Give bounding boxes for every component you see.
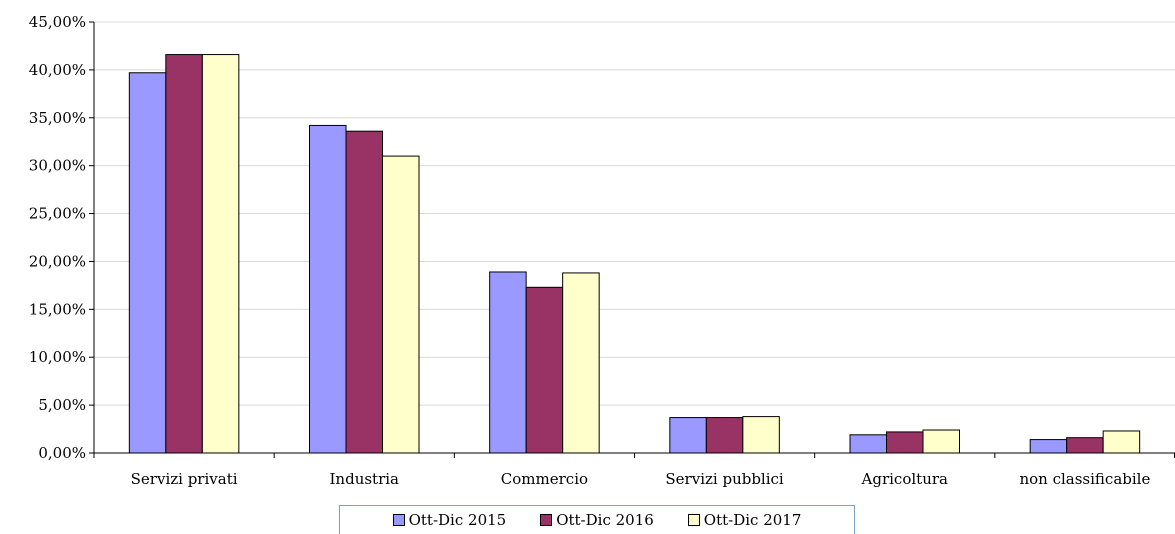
bar bbox=[705, 417, 744, 454]
legend-item: Ott-Dic 2017 bbox=[687, 511, 802, 529]
bar bbox=[489, 271, 527, 454]
bar bbox=[382, 155, 420, 454]
bars bbox=[128, 54, 1141, 454]
x-axis-labels: Servizi privati Industria Commercio Servizi… bbox=[131, 470, 1151, 488]
bar bbox=[1066, 437, 1104, 454]
bar bbox=[345, 130, 383, 454]
bar bbox=[886, 431, 924, 454]
y-tick-label: 30,00% bbox=[29, 157, 86, 175]
bar bbox=[128, 72, 167, 454]
x-category-label: Commercio bbox=[501, 470, 588, 488]
legend-swatch bbox=[540, 514, 553, 526]
y-axis-ticks: 0,00% 5,00% 10,00% 15,00% 20,00% 25,00% 30,00%… bbox=[29, 13, 94, 462]
gridlines bbox=[94, 21, 1175, 406]
x-category-label: Agricoltura bbox=[861, 470, 948, 488]
y-tick-label: 25,00% bbox=[29, 205, 86, 223]
x-category-label: Servizi privati bbox=[131, 470, 238, 488]
bar bbox=[922, 429, 960, 454]
x-category-label: Servizi pubblici bbox=[665, 470, 784, 488]
y-tick-label: 15,00% bbox=[29, 300, 86, 318]
legend: Ott-Dic 2015 Ott-Dic 2016 Ott-Dic 2017 bbox=[339, 505, 855, 534]
y-tick-label: 5,00% bbox=[38, 396, 86, 414]
y-tick-label: 0,00% bbox=[38, 444, 86, 462]
y-tick-label: 45,00% bbox=[29, 13, 86, 31]
bar bbox=[525, 286, 564, 454]
y-tick-label: 40,00% bbox=[29, 61, 86, 79]
y-tick-label: 20,00% bbox=[29, 252, 86, 270]
legend-item: Ott-Dic 2015 bbox=[392, 511, 507, 529]
bar bbox=[849, 434, 887, 454]
bar-chart: 0,00% 5,00% 10,00% 15,00% 20,00% 25,00% 30,00%… bbox=[29, 13, 1175, 488]
bar bbox=[201, 54, 240, 454]
legend-label: Ott-Dic 2017 bbox=[703, 511, 802, 529]
legend-swatch bbox=[392, 514, 405, 526]
bar bbox=[1102, 430, 1141, 454]
x-category-label: Industria bbox=[330, 470, 400, 488]
bar bbox=[1029, 439, 1068, 454]
bar bbox=[742, 416, 780, 454]
x-category-label: non classificabile bbox=[1019, 470, 1150, 488]
y-tick-label: 35,00% bbox=[29, 109, 86, 127]
legend-label: Ott-Dic 2015 bbox=[408, 511, 507, 529]
bar bbox=[165, 54, 203, 454]
legend-item: Ott-Dic 2016 bbox=[540, 511, 654, 529]
bar bbox=[309, 124, 347, 454]
legend-label: Ott-Dic 2016 bbox=[556, 511, 654, 529]
bar bbox=[562, 272, 600, 454]
axes bbox=[93, 22, 1175, 458]
y-tick-label: 10,00% bbox=[29, 348, 86, 366]
bar bbox=[669, 417, 707, 454]
legend-swatch bbox=[687, 514, 700, 526]
